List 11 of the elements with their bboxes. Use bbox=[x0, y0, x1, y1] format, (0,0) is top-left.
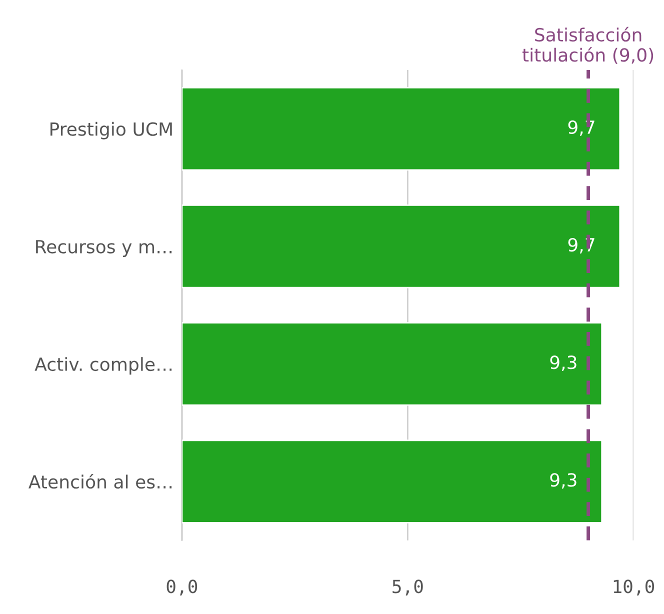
y-tick-label: Recursos y m… bbox=[36, 240, 172, 257]
y-tick-label: Prestigio UCM bbox=[50, 122, 172, 140]
x-tick-label: 0,0 bbox=[166, 580, 198, 596]
y-tick-label: Activ. comple… bbox=[34, 357, 172, 375]
data-label: 9,7 bbox=[568, 120, 594, 136]
ref-line-label: Satisfacción titulación (9,0) bbox=[522, 26, 654, 64]
y-tick-label: Atención al es… bbox=[28, 474, 172, 489]
data-label: 9,3 bbox=[550, 473, 576, 489]
data-label: 9,3 bbox=[550, 356, 576, 372]
x-tick-label: 10,0 bbox=[614, 580, 654, 596]
x-tick-label: 5,0 bbox=[392, 580, 423, 596]
